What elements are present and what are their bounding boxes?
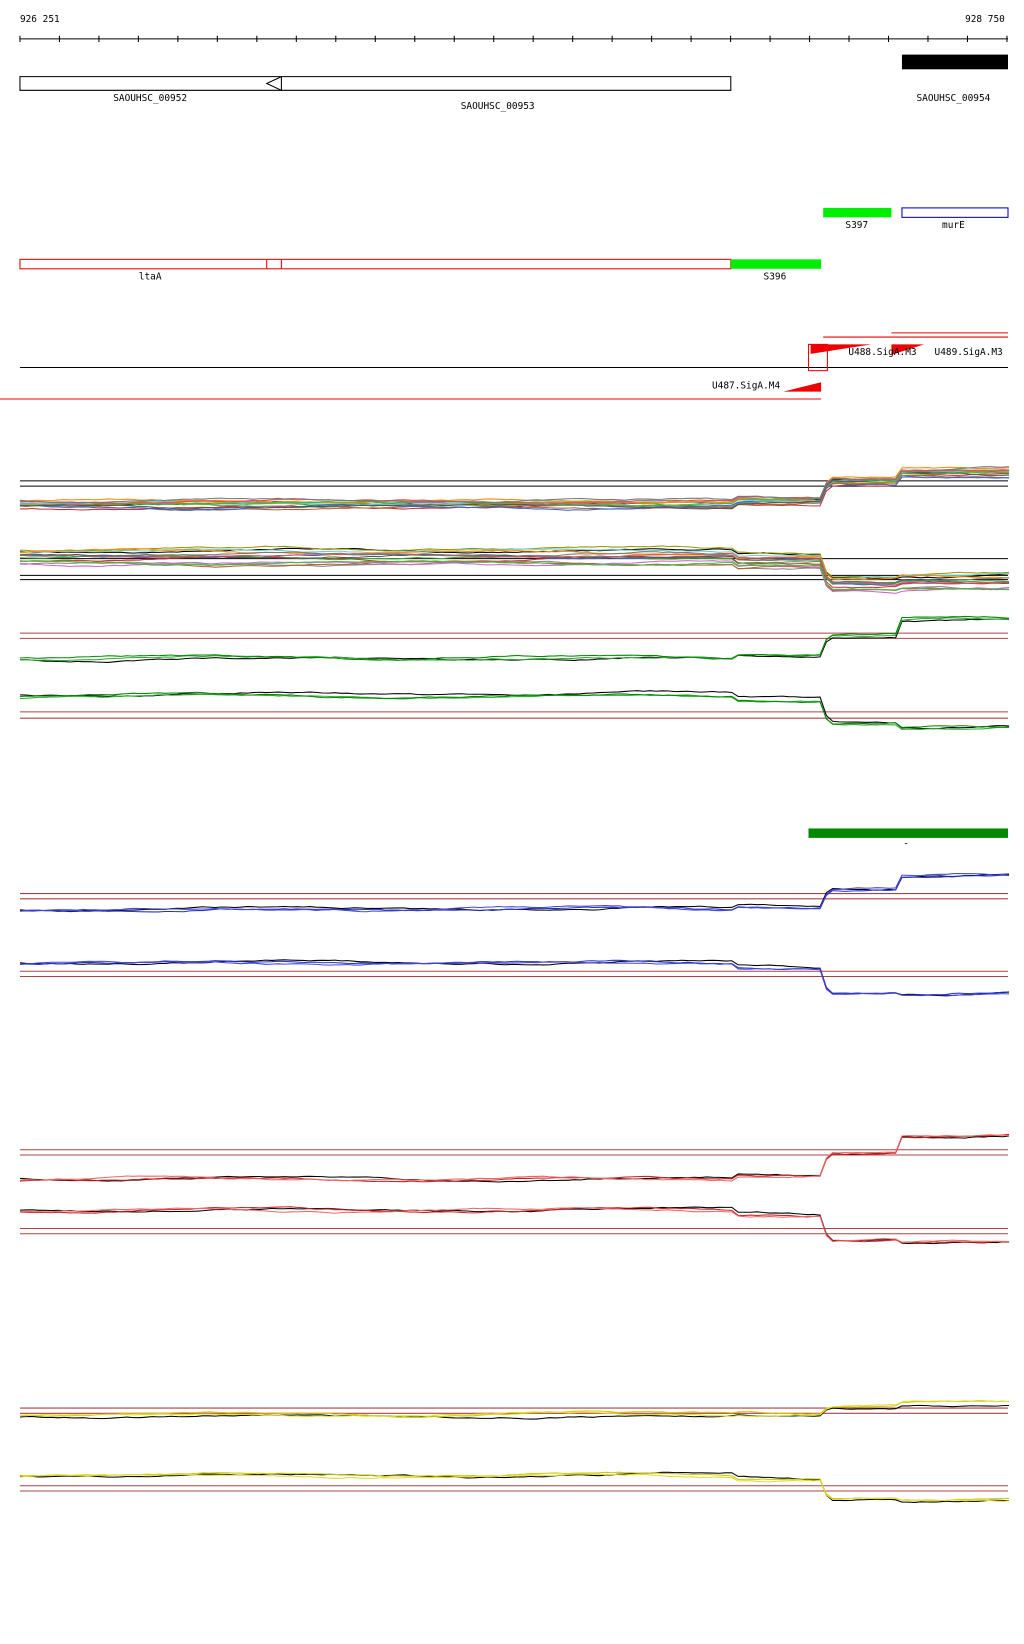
signal-line (19, 615, 1010, 661)
signal-line (19, 547, 1010, 580)
gene-box (19, 76, 282, 91)
signal-line (19, 469, 1010, 505)
signal-line (19, 1207, 1010, 1243)
signal-line (19, 693, 1010, 730)
signal-line (19, 1400, 1010, 1418)
signal-line (19, 470, 1010, 507)
promoter-triangle (891, 344, 924, 355)
gene-label: SAOUHSC_00953 (461, 101, 535, 112)
promoter-label: U488.SigA.M3 (848, 347, 916, 358)
gene-label: SAOUHSC_00952 (113, 93, 187, 104)
feature-label: S396 (764, 271, 787, 282)
signal-line (19, 551, 1010, 584)
gene-arrow (265, 76, 282, 91)
signal-line (19, 548, 1010, 580)
signal-tracks (19, 466, 1010, 1503)
ruler-start: 926 251 (20, 14, 60, 25)
signal-line (19, 1135, 1010, 1183)
signal-line (19, 959, 1010, 997)
feature (901, 207, 1009, 218)
feature-label: ltaA (139, 271, 162, 282)
signal-line (19, 1206, 1010, 1245)
signal-line (19, 618, 1010, 663)
signal-line (19, 1206, 1010, 1244)
signal-line (19, 874, 1010, 913)
feature (19, 258, 732, 270)
region-bar (808, 828, 1008, 838)
signal-line (19, 466, 1010, 504)
feature-label: S397 (845, 220, 868, 231)
signal-line (19, 959, 1010, 997)
signal-line (19, 1404, 1010, 1420)
feature (823, 207, 892, 218)
gene-box (281, 76, 732, 91)
feature-label: murE (942, 220, 965, 231)
browser-content: 926 251 928 750 SAOUHSC_00952 SAOUHSC_00… (0, 14, 1010, 1503)
signal-line (19, 476, 1010, 511)
signal-line (19, 872, 1010, 913)
signal-line (19, 617, 1010, 662)
signal-line (19, 1134, 1010, 1182)
signal-line (19, 691, 1010, 728)
signal-line (19, 960, 1010, 996)
ruler-end: 928 750 (965, 14, 1005, 25)
signal-line (19, 1471, 1010, 1503)
promoter-label: U487.SigA.M4 (712, 380, 781, 391)
signal-line (19, 1400, 1010, 1419)
signal-line (19, 471, 1010, 510)
promoter-label: U489.SigA.M3 (935, 347, 1003, 358)
ruler-ticks (19, 35, 1008, 42)
signal-line (19, 560, 1010, 591)
signal-line (19, 873, 1010, 913)
gene-box (901, 54, 1008, 70)
signal-line (19, 466, 1010, 505)
signal-line (19, 1473, 1010, 1502)
feature (730, 259, 822, 269)
gene-label: SAOUHSC_00954 (916, 93, 990, 104)
promoter-triangle (810, 344, 872, 354)
signal-line (19, 1133, 1010, 1183)
marker-label: - (903, 838, 909, 849)
promoter-triangle (783, 382, 822, 392)
promoter-box (807, 343, 828, 372)
signal-line (19, 547, 1010, 581)
